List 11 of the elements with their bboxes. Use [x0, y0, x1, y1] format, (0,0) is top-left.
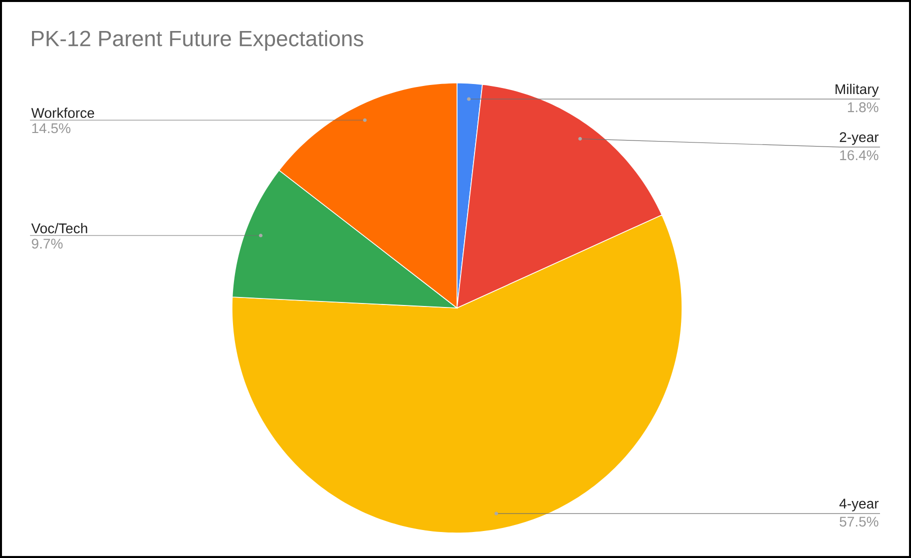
chart-title: PK-12 Parent Future Expectations: [32, 30, 364, 51]
slice-label: Workforce: [31, 108, 94, 118]
slice-label: Military: [836, 84, 879, 97]
slice-label: Voc/Tech: [31, 223, 88, 234]
slice-label: 2-year: [840, 132, 879, 145]
data-label: 16.4%: [840, 150, 878, 160]
data-label: 14.5%: [32, 123, 70, 134]
data-label: 9.7%: [32, 238, 63, 249]
data-label: 1.8%: [848, 102, 878, 112]
slice-label: 4-year: [839, 498, 879, 512]
data-label: 57.5%: [840, 516, 878, 527]
